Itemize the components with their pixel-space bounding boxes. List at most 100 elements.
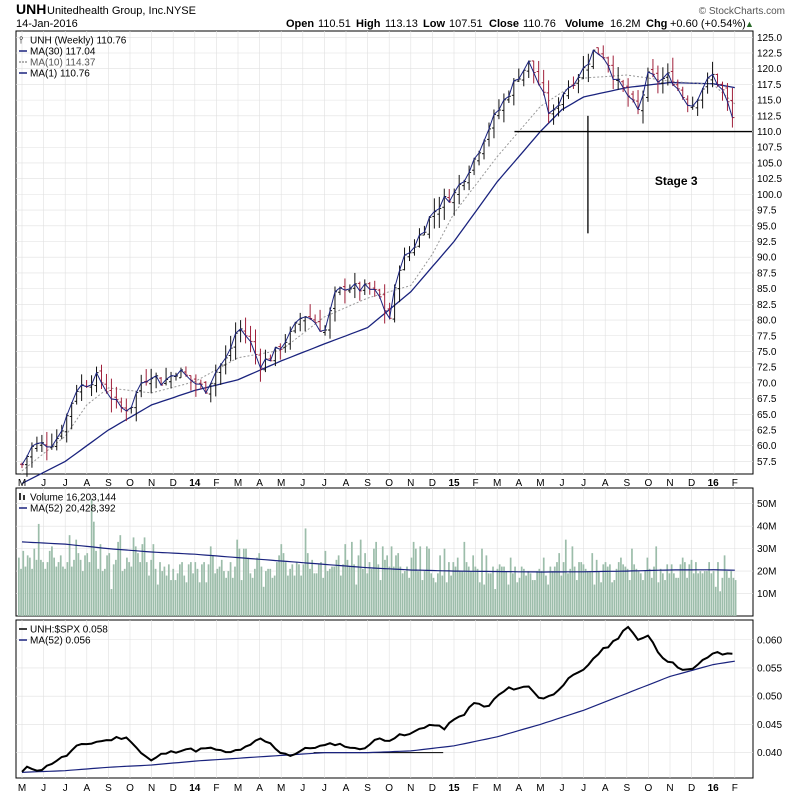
volume-bar	[218, 566, 221, 616]
volume-bar	[388, 566, 391, 616]
volume-bar	[304, 528, 307, 616]
ratio-x-tick: J	[41, 783, 46, 794]
volume-legend-icon	[19, 493, 21, 500]
volume-bar	[701, 573, 704, 616]
volume-bar	[119, 535, 122, 616]
volume-label: Volume	[565, 18, 604, 30]
volume-bar	[723, 555, 726, 616]
volume-bar	[48, 550, 51, 616]
volume-bar	[564, 539, 567, 616]
volume-bar	[567, 573, 569, 616]
volume-bar	[209, 546, 212, 616]
volume-bar	[174, 580, 177, 616]
volume-bar	[37, 523, 40, 616]
volume-bar	[196, 568, 199, 616]
volume-bar	[459, 571, 461, 616]
volume-bar	[507, 584, 510, 616]
volume-bar	[324, 550, 327, 616]
ratio-x-tick: A	[343, 783, 350, 794]
close-label: Close	[489, 18, 519, 30]
volume-bar	[68, 535, 71, 616]
volume-bar	[295, 562, 298, 616]
volume-bar	[432, 577, 435, 616]
volume-bar	[273, 575, 276, 616]
volume-bar	[148, 575, 150, 616]
volume-bar	[181, 562, 183, 616]
volume-bar	[40, 559, 42, 616]
volume-bar	[397, 553, 400, 616]
volume-bar	[198, 582, 201, 616]
price-y-tick: 97.5	[757, 206, 777, 217]
price-x-tick: J	[300, 478, 305, 489]
volume-bar	[684, 562, 686, 616]
volume-bar	[452, 562, 455, 616]
ratio-legend-entry: UNH:$SPX 0.058	[30, 625, 108, 636]
price-y-tick: 90.0	[757, 253, 777, 264]
volume-bar	[231, 577, 234, 616]
volume-bar	[399, 566, 402, 616]
volume-bar	[240, 580, 243, 616]
volume-bar	[143, 537, 146, 616]
volume-bar	[81, 571, 84, 616]
volume-bar	[703, 571, 706, 616]
ratio-x-tick: O	[126, 783, 134, 794]
chg-label: Chg	[646, 18, 667, 30]
volume-bar	[434, 582, 437, 616]
volume-bar	[172, 568, 175, 616]
price-y-tick: 65.0	[757, 410, 777, 421]
volume-bar	[487, 573, 490, 616]
volume-bar	[622, 564, 624, 616]
volume-bar	[485, 555, 488, 616]
volume-bar	[498, 564, 501, 616]
volume-bar	[62, 566, 64, 616]
volume-bar	[481, 548, 483, 616]
volume-bar	[439, 555, 441, 616]
ratio-x-tick: M	[18, 783, 26, 794]
volume-bar	[503, 566, 505, 616]
volume-bar	[644, 571, 647, 616]
volume-bar	[73, 559, 75, 616]
volume-bar	[335, 559, 338, 616]
volume-bar	[710, 573, 713, 616]
price-x-tick: 16	[708, 478, 720, 489]
volume-bar	[706, 571, 708, 616]
open-label: Open	[286, 18, 314, 30]
price-x-tick: J	[560, 478, 565, 489]
volume-bar	[203, 562, 205, 616]
volume-bar	[534, 580, 536, 616]
price-x-tick: O	[126, 478, 134, 489]
volume-bar	[280, 544, 283, 616]
volume-bar	[456, 557, 459, 616]
volume-bar	[527, 571, 530, 616]
volume-bar	[353, 564, 355, 616]
price-x-tick: S	[364, 478, 371, 489]
volume-bar	[642, 580, 644, 616]
ratio-x-tick: J	[581, 783, 586, 794]
volume-bar	[591, 553, 594, 616]
price-x-tick: F	[213, 478, 219, 489]
price-y-tick: 125.0	[757, 33, 782, 44]
volume-bar	[639, 573, 642, 616]
high-label: High	[356, 18, 381, 30]
volume-bar	[64, 568, 67, 616]
volume-bar	[190, 562, 192, 616]
volume-bar	[165, 575, 168, 616]
ratio-y-tick: 0.040	[757, 748, 782, 759]
volume-bar	[287, 575, 289, 616]
volume-bar	[359, 539, 362, 616]
volume-bar	[730, 571, 733, 616]
volume-bar	[659, 568, 662, 616]
volume-bar	[699, 571, 702, 616]
volume-bar	[42, 562, 44, 616]
volume-bar	[549, 566, 552, 616]
volume-bar	[282, 553, 285, 616]
volume-bar	[88, 562, 91, 616]
volume-bar	[732, 577, 735, 616]
price-x-tick: J	[63, 478, 68, 489]
ratio-legend-entry: MA(52) 0.056	[30, 636, 91, 647]
volume-bar	[631, 548, 633, 616]
price-x-tick: M	[234, 478, 242, 489]
volume-bar	[267, 568, 269, 616]
ratio-x-tick: S	[364, 783, 371, 794]
ma30-line	[21, 81, 735, 484]
